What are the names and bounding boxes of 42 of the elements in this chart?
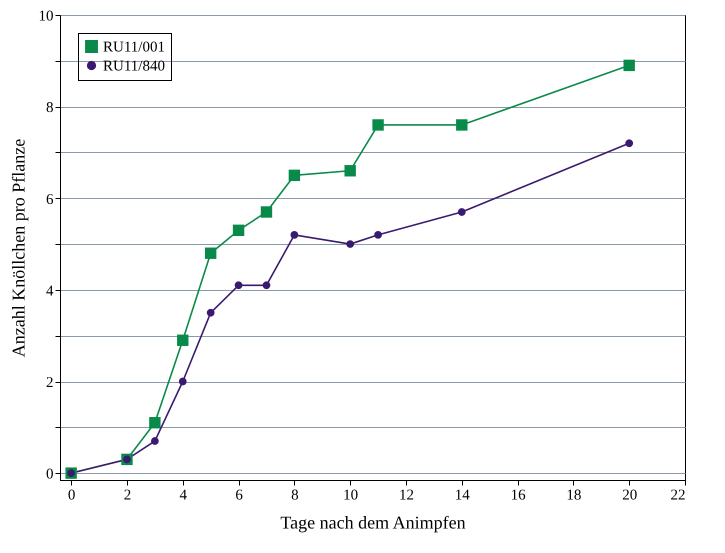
y-axis-title: Anzahl Knöllchen pro Pflanze [8, 138, 28, 358]
point [346, 240, 354, 248]
legend-label: RU11/840 [103, 58, 165, 74]
x-axis-title: Tage nach dem Animpfen [280, 512, 466, 532]
point [232, 224, 244, 236]
x-tick-label: 20 [622, 488, 638, 504]
x-tick-label: 10 [343, 488, 358, 504]
y-tick-label: 0 [46, 466, 54, 483]
point [458, 208, 466, 216]
x-tick-label: 2 [124, 488, 132, 504]
point [372, 119, 384, 131]
x-tick-label: 4 [180, 488, 188, 504]
x-tick-label: 8 [291, 488, 299, 504]
x-tick-label: 14 [454, 488, 470, 504]
y-tick-label: 6 [46, 192, 54, 208]
point [178, 378, 187, 386]
point [177, 334, 188, 346]
point [150, 437, 159, 445]
point [234, 281, 242, 290]
x-tick-label: 12 [398, 488, 414, 504]
point [260, 206, 272, 218]
y-tick-label: 2 [46, 375, 54, 391]
x-tick-label: 22 [670, 488, 686, 504]
point [623, 60, 635, 72]
point [262, 281, 270, 290]
point [374, 231, 382, 239]
point [206, 308, 215, 317]
legend-label: RU11/001 [103, 40, 165, 56]
point [344, 165, 356, 176]
y-tick-label: 4 [46, 283, 54, 300]
x-tick-label: 18 [566, 488, 582, 504]
x-tick-label: 0 [68, 488, 76, 504]
x-tick-label: 6 [235, 488, 244, 504]
point [456, 119, 468, 131]
y-tick-label: 10 [38, 8, 54, 24]
x-tick-label: 16 [510, 488, 526, 504]
point [149, 417, 161, 428]
point [288, 170, 300, 182]
y-tick-label: 8 [46, 100, 54, 116]
point [290, 231, 298, 239]
point [204, 248, 216, 259]
point [625, 139, 634, 148]
